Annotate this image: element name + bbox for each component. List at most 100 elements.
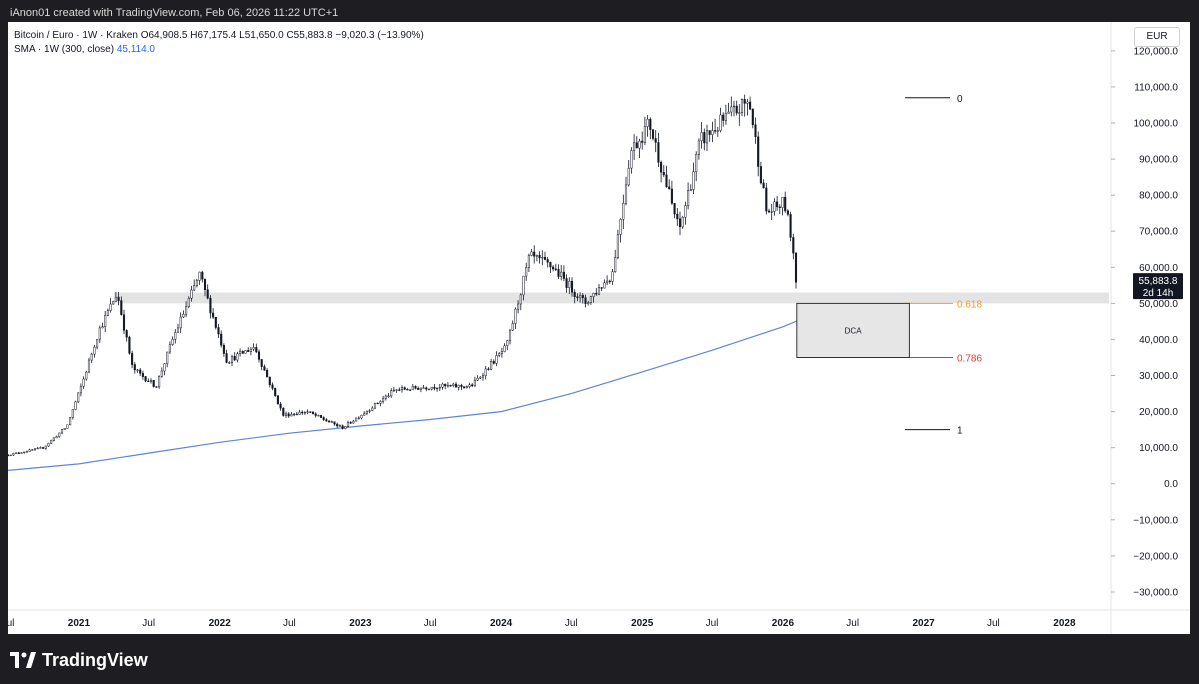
x-axis-tick-label: 2028 [1053,618,1076,629]
candle-body [241,350,244,354]
ohlc-row: Bitcoin / Euro · 1W · Kraken O64,908.5 H… [14,29,424,43]
x-axis-tick-label: Jul [8,618,14,629]
candle-body [239,350,242,354]
candle-body [190,289,193,299]
candle-body [198,271,201,281]
candle-body [789,214,792,238]
price-chart-svg[interactable]: 0 0.618 0.786 1 DCA −30,000.0 −20,000.0 −10,0… [8,22,1190,634]
y-axis-tick-label: 50,000.0 [1139,299,1178,310]
candle-body [9,454,12,457]
candle-body [570,280,574,293]
candle-body [651,129,655,139]
candle-body [301,411,304,414]
candle-body [541,257,544,259]
candle-body [230,356,234,363]
candle-body [274,388,277,396]
candle-body [346,422,350,427]
x-axis-tick-label: Jul [987,618,1000,629]
candle-body [492,361,495,364]
attribution-text: iAnon01 created with TradingView.com, Fe… [10,7,339,19]
candle-body [139,369,142,374]
x-axis-tick-label: 2025 [631,618,654,629]
x-axis-tick-label: 2024 [490,618,513,629]
candle-body [657,142,660,163]
candle-body [101,326,104,329]
candle-body [673,203,676,215]
candle-body [109,303,112,311]
candle-body [87,359,91,373]
candle-body [398,389,401,391]
candle-body [511,323,514,331]
chart-canvas[interactable]: 0 0.618 0.786 1 DCA −30,000.0 −20,000.0 −10,0… [8,22,1190,634]
candle-body [395,389,398,391]
candle-body [608,280,611,283]
candle-body [228,362,231,364]
candle-body [670,188,673,204]
candle-body [649,118,652,130]
candle-body [757,136,760,167]
candle-body [42,447,45,449]
candle-body [168,344,171,353]
candle-body [614,257,617,272]
candle-body [131,353,134,365]
candle-body [344,426,347,429]
currency-selector[interactable]: EUR [1134,27,1180,47]
candle-body [662,172,665,176]
candle-body [767,210,771,213]
candle-body [217,327,220,335]
candle-body [743,99,746,104]
candle-body [287,413,290,417]
candle-body [508,329,512,341]
candle-body [314,413,317,416]
candle-body [363,413,366,416]
candle-body [20,452,23,454]
candle-body [17,452,20,454]
high-value: H67,175.4 [190,30,237,41]
candle-body [303,411,306,414]
candle-body [39,447,42,449]
candle-body [382,398,385,402]
x-axis-tick-label: 2022 [209,618,232,629]
candle-body [468,384,471,387]
candle-body [573,291,576,297]
candle-body [765,187,768,212]
candle-body [457,384,460,388]
candle-body [25,451,28,453]
candle-body [225,353,228,363]
candle-body [438,387,441,389]
candle-body [716,130,719,132]
candle-body [635,142,638,149]
candle-body [436,387,439,390]
candle-body [589,296,592,303]
candle-body [522,275,525,296]
y-axis-tick-label: 10,000.0 [1139,443,1178,454]
candle-body [90,353,93,361]
candle-body [473,379,476,387]
candle-body [233,356,236,361]
candle-body [298,411,301,415]
y-axis-tick-label: 0.0 [1164,479,1178,490]
bar-countdown: 2d 14h [1143,288,1174,299]
candle-body [579,295,582,299]
candle-body [357,417,360,419]
candle-body [338,425,341,427]
candle-body [676,213,679,220]
candle-body [417,387,420,390]
candle-body [149,380,153,382]
y-axis-tick-label: 120,000.0 [1134,46,1179,57]
candle-body [79,386,82,394]
candle-body [546,259,549,263]
candle-body [360,415,363,419]
candle-body [490,361,493,370]
candle-body [627,167,630,186]
x-axis-tick-label: 2023 [349,618,372,629]
candle-body [406,389,409,391]
x-axis-tick-label: Jul [283,618,296,629]
x-axis-tick-label: Jul [424,618,437,629]
candle-body [69,417,72,426]
y-axis-tick-label: 100,000.0 [1134,119,1179,130]
candle-body [646,118,649,127]
sma-line [8,320,798,471]
candle-body [15,452,18,454]
candle-body [587,302,590,304]
